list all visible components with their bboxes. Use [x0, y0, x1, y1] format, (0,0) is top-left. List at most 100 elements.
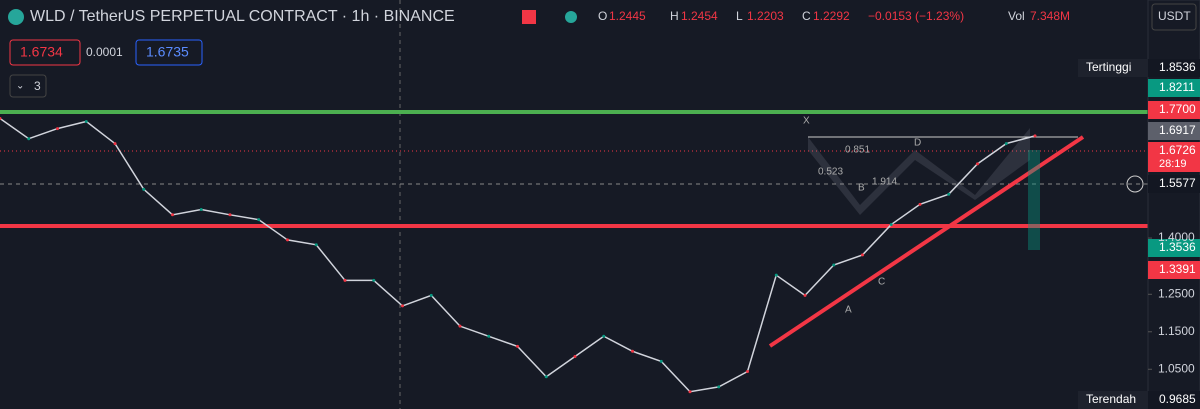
- pattern-label: C: [878, 277, 885, 288]
- ohlc-value: 1.2292: [813, 9, 850, 23]
- currency-box[interactable]: [1151, 3, 1197, 31]
- ohlc-label: H: [670, 9, 679, 23]
- status: [565, 11, 577, 23]
- price-tag: [1148, 59, 1200, 77]
- price-point: [487, 334, 491, 338]
- price-point: [257, 218, 261, 222]
- price-point: [746, 370, 749, 374]
- price-tag-name: Terendah: [1086, 392, 1136, 406]
- spread: 0.0001: [86, 45, 123, 59]
- price-tag-name-box: [1078, 391, 1148, 409]
- price-point: [27, 137, 31, 141]
- price-tag-value: 0.9685: [1159, 392, 1196, 406]
- price-point: [544, 375, 548, 379]
- symbol: WLD / TetherUS PERPETUAL CONTRACT · 1h ·…: [30, 8, 455, 25]
- ohlc-value: 1.2445: [609, 9, 646, 23]
- price-point: [516, 344, 519, 348]
- y-tick-label: 1.2500: [1158, 286, 1195, 300]
- price-point: [1033, 134, 1037, 138]
- ohlc-value: 1.2203: [747, 9, 784, 23]
- price-point: [56, 127, 59, 131]
- ohlc-value: 1.2454: [681, 9, 718, 23]
- flag: [522, 10, 536, 24]
- price-tag: [1148, 79, 1200, 97]
- pattern-label: 0.851: [845, 145, 870, 156]
- price-tag: [1148, 239, 1200, 257]
- y-tick-label: 1.1500: [1158, 324, 1195, 338]
- price-point: [286, 238, 289, 242]
- price-point: [659, 359, 663, 363]
- price-point: [602, 334, 606, 338]
- chevron: ⌄: [16, 81, 24, 92]
- price-point: [803, 293, 807, 297]
- price-tag-value: 1.5577: [1159, 176, 1196, 190]
- buy-price[interactable]: 1.6735: [146, 44, 189, 60]
- price-tag: [1148, 101, 1200, 119]
- buy-box[interactable]: [135, 39, 203, 66]
- price-tag: [1148, 122, 1200, 140]
- ohlc-label: L: [736, 9, 743, 23]
- order-box: 1.6734 0.0001 1.6735 3 ⌄: [9, 39, 203, 98]
- price-tag-value: 1.8211: [1159, 80, 1195, 94]
- ohlc-label: C: [802, 9, 811, 23]
- price-tag-name: Tertinggi: [1086, 60, 1131, 74]
- crosshair-button[interactable]: [1126, 175, 1144, 193]
- price-tag: [1148, 261, 1200, 279]
- price-point: [947, 192, 951, 196]
- vol: 7.348M: [1030, 9, 1070, 23]
- price-point: [832, 263, 836, 267]
- header: WLD / TetherUS PERPETUAL CONTRACT · 1h ·…: [8, 3, 1197, 31]
- indicator-count[interactable]: 3: [34, 79, 41, 93]
- price-point: [458, 324, 462, 328]
- pattern-label: A: [845, 305, 852, 316]
- pattern-label: X: [803, 116, 810, 127]
- price-point: [861, 253, 864, 257]
- price-tag-value: 1.6726: [1159, 143, 1196, 157]
- symbol-icon: [8, 9, 24, 25]
- price-tag: [1148, 175, 1200, 193]
- pattern-label: B: [858, 183, 865, 194]
- price-point: [199, 208, 203, 212]
- price-point: [142, 187, 146, 191]
- y-tick-label: 1.0500: [1158, 361, 1195, 375]
- price-point: [429, 293, 433, 297]
- indicator-toggle[interactable]: [9, 74, 47, 98]
- price-tag: [1148, 142, 1200, 172]
- currency[interactable]: USDT: [1158, 9, 1191, 23]
- vol-label: Vol: [1008, 9, 1025, 23]
- y-tick-label: 1.4000: [1158, 230, 1195, 244]
- pattern-label: 0.523: [818, 167, 843, 178]
- price-point: [228, 213, 232, 217]
- pattern-label: 1.914: [872, 177, 897, 188]
- price-point: [573, 355, 577, 359]
- sell-price[interactable]: 1.6734: [20, 44, 63, 60]
- price-point: [774, 273, 778, 277]
- ohlc-label: O: [598, 9, 607, 23]
- price-tag-timer: 28:19: [1159, 158, 1187, 170]
- sell-box[interactable]: [9, 39, 81, 66]
- price-point: [343, 278, 347, 282]
- price-tag-value: 1.3536: [1159, 240, 1196, 254]
- price-tag-value: 1.7700: [1159, 102, 1196, 116]
- price-point: [372, 278, 376, 282]
- price-point: [918, 202, 922, 206]
- price-point: [314, 243, 318, 247]
- price-point: [113, 142, 117, 146]
- price-tag-value: 1.3391: [1159, 262, 1196, 276]
- price-point: [717, 385, 721, 389]
- price-point: [84, 119, 88, 123]
- price-tag: [1148, 391, 1200, 409]
- price-point: [889, 223, 893, 227]
- price-point: [171, 213, 174, 217]
- position-box: [1028, 150, 1040, 250]
- price-tag-name-box: [1078, 59, 1148, 77]
- price-tag-value: 1.8536: [1159, 60, 1196, 74]
- trendline: [768, 135, 1085, 348]
- price-point: [976, 162, 979, 166]
- pattern-label: D: [914, 138, 921, 149]
- price-point: [631, 349, 634, 353]
- price-point: [1004, 142, 1008, 146]
- price-point: [688, 390, 692, 394]
